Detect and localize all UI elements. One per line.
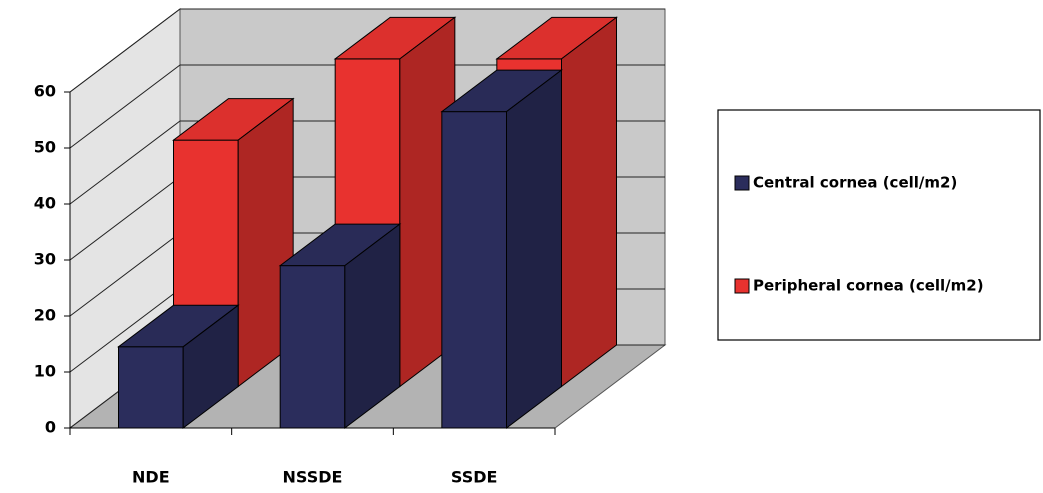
legend-swatch xyxy=(734,175,750,191)
bar-side xyxy=(561,16,617,388)
y-tick-label: 10 xyxy=(34,362,56,381)
y-tick-label: 20 xyxy=(34,306,56,325)
x-tick-label: NSSDE xyxy=(283,468,343,487)
bar-front xyxy=(279,265,346,429)
y-tick-label: 60 xyxy=(34,82,56,101)
y-tick-label: 50 xyxy=(34,138,56,157)
legend-label: Central cornea (cell/m2) xyxy=(753,174,957,192)
x-tick-label: SSDE xyxy=(451,468,498,487)
legend-box xyxy=(717,109,1041,341)
bar-side xyxy=(344,223,401,430)
y-tick-label: 0 xyxy=(45,418,56,437)
y-tick-label: 40 xyxy=(34,194,56,213)
legend-label: Peripheral cornea (cell/m2) xyxy=(753,277,984,295)
x-tick-label: NDE xyxy=(132,468,170,487)
bar-front xyxy=(441,111,507,429)
bar-front xyxy=(118,346,184,429)
grid-line xyxy=(69,8,665,93)
legend-swatch xyxy=(734,278,750,294)
bar-side xyxy=(506,69,562,430)
y-tick-label: 30 xyxy=(34,250,56,269)
bar-side xyxy=(182,304,239,430)
